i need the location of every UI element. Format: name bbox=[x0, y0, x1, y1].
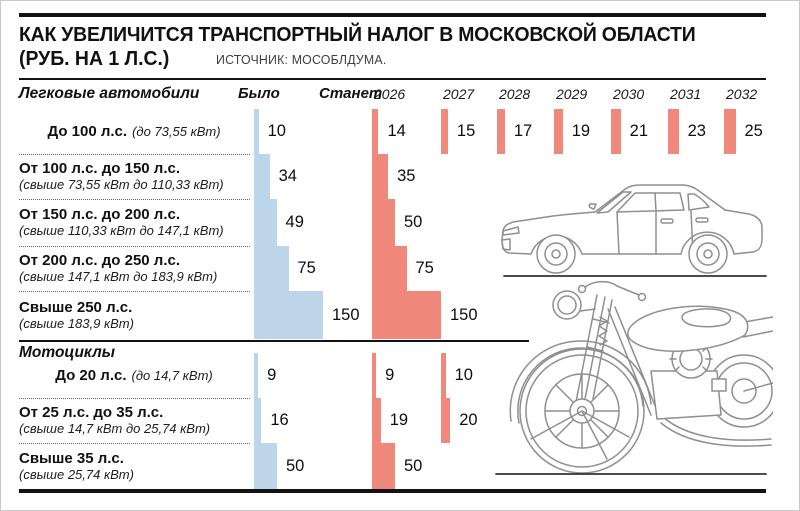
source-note: ИСТОЧНИК: МОСОБЛДУМА. bbox=[216, 52, 387, 67]
becomes-value: 19 bbox=[571, 122, 591, 140]
becomes-value: 20 bbox=[459, 411, 478, 429]
was-bar bbox=[254, 291, 323, 339]
page-title: КАК УВЕЛИЧИТСЯ ТРАНСПОРТНЫЙ НАЛОГ В МОСК… bbox=[19, 24, 696, 46]
becomes-value: 50 bbox=[404, 213, 423, 231]
becomes-bar bbox=[372, 109, 379, 154]
becomes-bar bbox=[554, 109, 563, 154]
row-label-main: Свыше 250 л.с. bbox=[19, 298, 133, 316]
year-header: 2029 bbox=[556, 86, 588, 102]
row-label-main: До 20 л.с. bbox=[55, 366, 127, 384]
becomes-bar bbox=[497, 109, 505, 154]
becomes-bar bbox=[441, 109, 448, 154]
becomes-bar bbox=[372, 199, 395, 246]
becomes-value: 150 bbox=[450, 305, 478, 324]
becomes-bar bbox=[372, 246, 407, 291]
becomes-value: 10 bbox=[454, 366, 473, 384]
header-rule bbox=[19, 78, 766, 80]
section-title: Легковые автомобили bbox=[19, 85, 200, 102]
row-label-main: От 150 л.с. до 200 л.с. bbox=[19, 206, 181, 223]
row-sublabel: (свыше 25,74 кВт) bbox=[19, 466, 134, 482]
car-illustration bbox=[501, 184, 767, 277]
becomes-bar bbox=[372, 154, 389, 199]
dotted-separator bbox=[19, 154, 250, 155]
dotted-separator bbox=[19, 199, 250, 200]
row-label: От 150 л.с. до 200 л.с. (свыше 110,33 кВт… bbox=[19, 199, 249, 246]
was-value: 10 bbox=[267, 122, 286, 140]
row-label-main: От 200 л.с. до 250 л.с. bbox=[19, 252, 181, 269]
dotted-separator bbox=[19, 398, 250, 399]
year-header: 2027 bbox=[443, 86, 475, 102]
row-label-main: От 100 л.с. до 150 л.с. bbox=[19, 160, 181, 177]
becomes-value: 50 bbox=[404, 456, 423, 475]
dotted-separator bbox=[19, 443, 250, 444]
becomes-value: 25 bbox=[744, 122, 763, 140]
year-header: 2030 bbox=[613, 86, 645, 102]
row-sublabel: (до 14,7 кВт) bbox=[131, 368, 213, 383]
was-bar bbox=[254, 353, 259, 398]
was-bar bbox=[254, 398, 262, 443]
was-bar bbox=[254, 109, 259, 154]
row-label: До 100 л.с. (до 73,55 кВт) bbox=[19, 109, 249, 154]
was-value: 150 bbox=[332, 305, 360, 324]
becomes-value: 17 bbox=[513, 122, 533, 140]
becomes-bar bbox=[441, 398, 451, 443]
becomes-bar bbox=[668, 109, 679, 154]
becomes-value: 9 bbox=[385, 366, 395, 384]
becomes-bar bbox=[372, 353, 377, 398]
becomes-value: 21 bbox=[629, 122, 649, 140]
becomes-value: 35 bbox=[397, 167, 416, 185]
year-header: 2028 bbox=[499, 86, 531, 102]
row-label-main: От 25 л.с. до 35 л.с. bbox=[19, 404, 164, 421]
column-header-was: Было bbox=[238, 85, 280, 102]
row-sublabel: (свыше 110,33 кВт до 147,1 кВт) bbox=[19, 223, 224, 238]
becomes-value: 14 bbox=[387, 122, 406, 140]
row-label: Свыше 250 л.с. (свыше 183,9 кВт) bbox=[19, 291, 249, 339]
becomes-value: 75 bbox=[415, 259, 434, 277]
becomes-bar bbox=[372, 443, 395, 489]
column-header-becomes: Станет bbox=[319, 85, 383, 102]
row-label: От 200 л.с. до 250 л.с. (свыше 147,1 кВт … bbox=[19, 246, 249, 291]
was-bar bbox=[254, 199, 277, 246]
row-label: От 100 л.с. до 150 л.с. (свыше 73,55 кВт … bbox=[19, 154, 249, 199]
was-value: 49 bbox=[285, 213, 304, 231]
row-label-main: До 100 л.с. bbox=[47, 122, 128, 140]
dotted-separator bbox=[19, 246, 250, 247]
row-label: От 25 л.с. до 35 л.с. (свыше 14,7 кВт до … bbox=[19, 398, 249, 443]
becomes-value: 23 bbox=[687, 122, 706, 140]
year-header: 2032 bbox=[726, 86, 758, 102]
row-sublabel: (до 73,55 кВт) bbox=[132, 124, 221, 139]
becomes-bar bbox=[724, 109, 736, 154]
becomes-value: 15 bbox=[456, 122, 476, 140]
row-label-main: Свыше 35 л.с. bbox=[19, 449, 124, 467]
row-sublabel: (свыше 73,55 кВт до 110,33 кВт) bbox=[19, 177, 224, 192]
section-rule bbox=[19, 340, 529, 342]
becomes-bar bbox=[372, 291, 441, 339]
becomes-bar bbox=[611, 109, 621, 154]
bottom-rule bbox=[19, 489, 766, 493]
row-label: До 20 л.с. (до 14,7 кВт) bbox=[19, 353, 249, 398]
was-value: 9 bbox=[267, 366, 277, 384]
becomes-bar bbox=[441, 353, 446, 398]
becomes-value: 19 bbox=[389, 411, 409, 429]
row-sublabel: (свыше 14,7 кВт до 25,74 кВт) bbox=[19, 421, 211, 436]
year-header: 2031 bbox=[670, 86, 702, 102]
was-bar bbox=[254, 443, 277, 489]
was-bar bbox=[254, 246, 289, 291]
row-sublabel: (свыше 147,1 кВт до 183,9 кВт) bbox=[19, 269, 218, 284]
was-value: 75 bbox=[297, 259, 316, 277]
top-rule bbox=[19, 13, 766, 17]
was-bar bbox=[254, 154, 270, 199]
page-subtitle: (РУБ. НА 1 Л.С.) bbox=[19, 48, 170, 70]
section-title: Мотоциклы bbox=[19, 344, 116, 361]
row-label: Свыше 35 л.с. (свыше 25,74 кВт) bbox=[19, 443, 249, 489]
year-header: 2026 bbox=[374, 86, 406, 102]
was-value: 34 bbox=[278, 167, 297, 185]
was-value: 50 bbox=[286, 456, 305, 475]
dotted-separator bbox=[19, 291, 250, 292]
motorcycle-illustration bbox=[495, 280, 773, 475]
row-sublabel: (свыше 183,9 кВт) bbox=[19, 315, 134, 331]
becomes-bar bbox=[372, 398, 381, 443]
was-value: 16 bbox=[270, 411, 289, 429]
